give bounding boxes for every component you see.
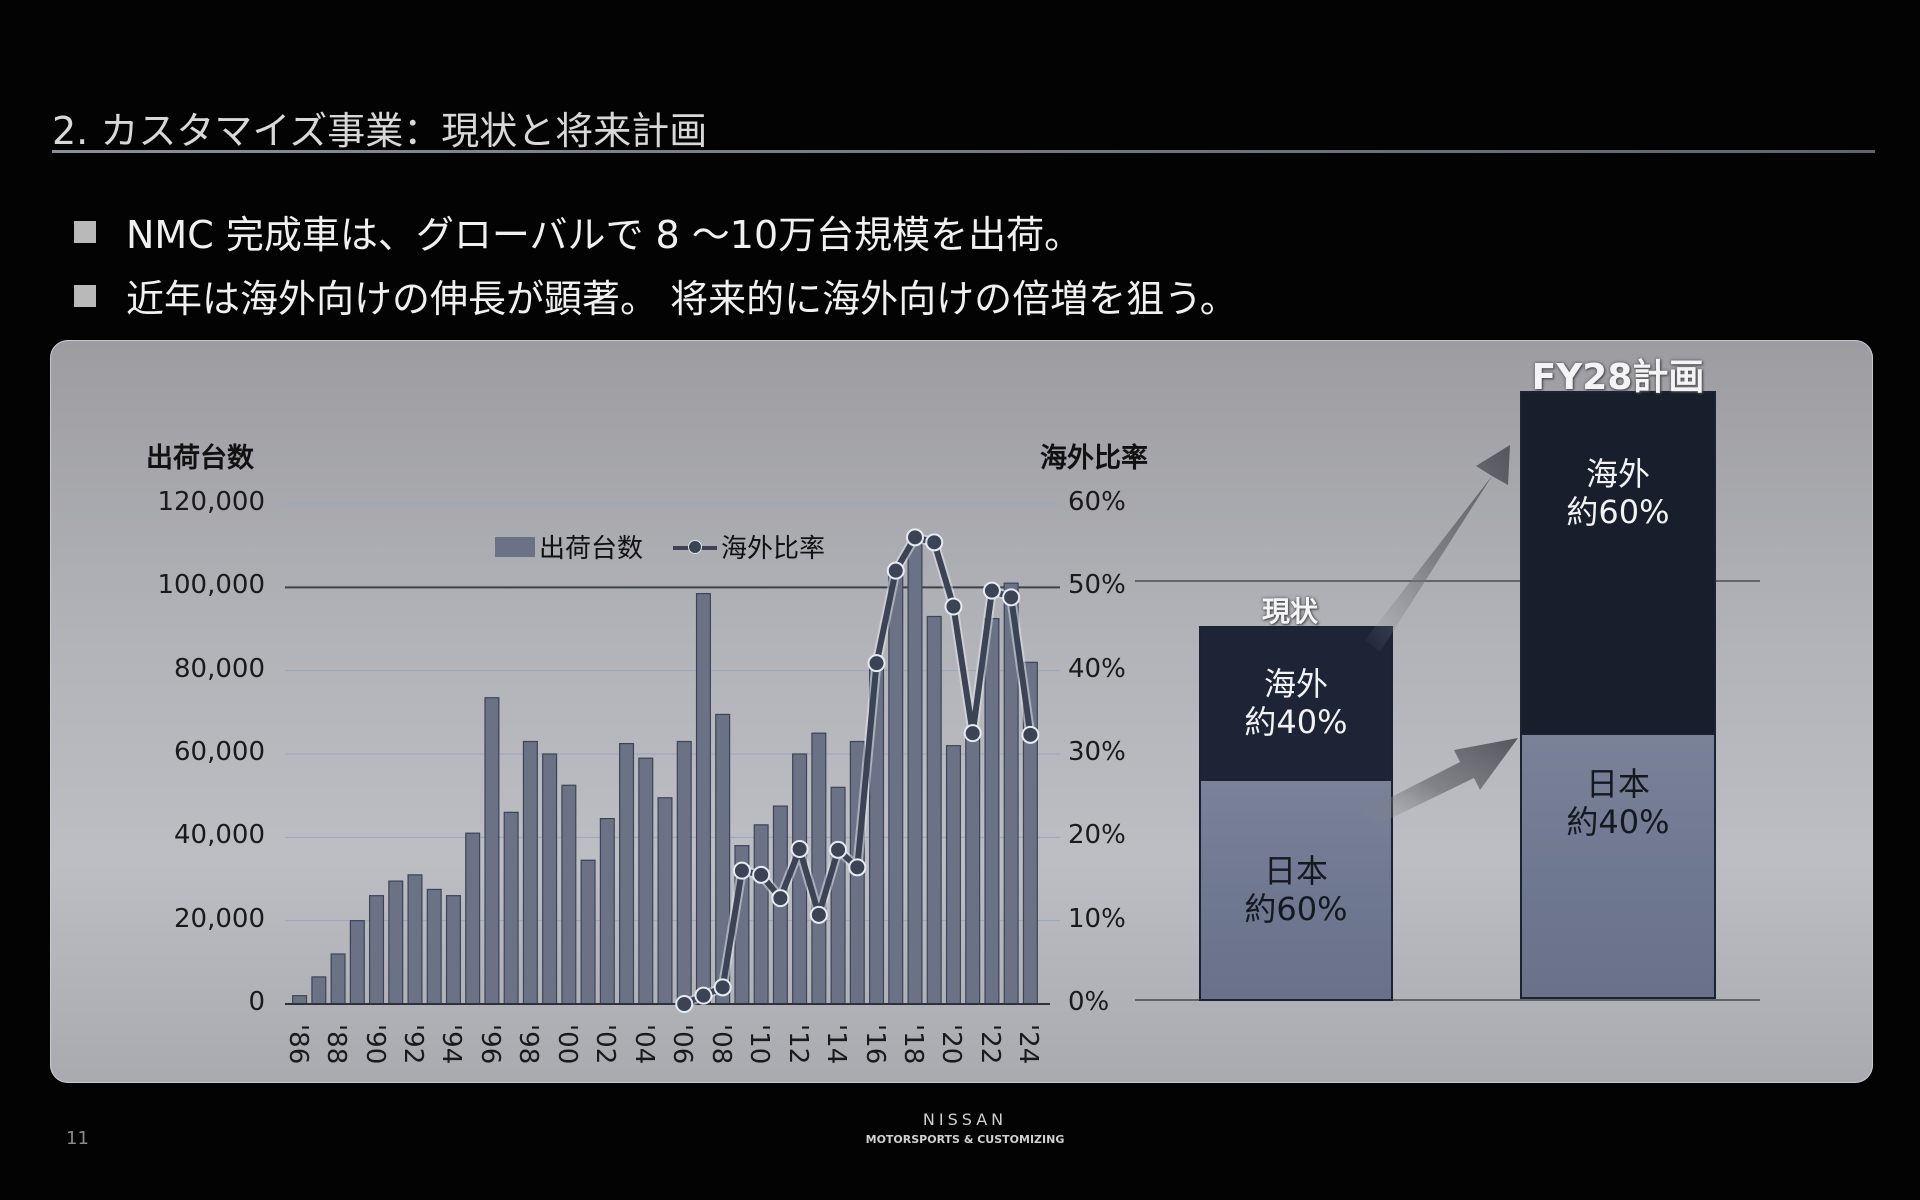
y-tick-label: 60,000	[174, 737, 265, 767]
bullet-2: 近年は海外向けの伸長が顕著。 将来的に海外向けの倍増を狙う。	[74, 268, 1238, 323]
legend-bar-label: 出荷台数	[539, 534, 644, 564]
plan-label: FY28計画	[1531, 357, 1705, 398]
current-japan-text: 日本 約60%	[1244, 852, 1348, 928]
current-label: 現状	[1262, 595, 1319, 628]
bullet-square-icon	[74, 284, 96, 307]
brand-name: NISSAN	[922, 1110, 1008, 1129]
line-marker-icon	[906, 528, 924, 547]
growth-arrow-upper-icon	[1365, 445, 1510, 652]
y-tick-label: 100,000	[157, 570, 265, 601]
current-overseas-block	[1199, 626, 1393, 781]
slide-title: 2. カスタマイズ事業：現状と将来計画	[52, 109, 708, 153]
line-marker-icon	[1021, 725, 1040, 744]
line-marker-icon	[963, 724, 982, 743]
growth-arrow-lower-icon	[1362, 738, 1518, 826]
line-marker-icon	[732, 861, 751, 880]
page-number: 11	[66, 1128, 89, 1149]
line-marker-icon	[867, 654, 886, 673]
y2-axis-title: 海外比率	[1040, 443, 1148, 474]
bullet-square-icon	[74, 220, 96, 243]
bullet-1-text: NMC 完成車は、グローバルで 8 ～10万台規模を出荷。	[126, 213, 1083, 257]
brand-sub: MOTORSPORTS & CUSTOMIZING	[865, 1133, 1065, 1146]
line-marker-icon	[886, 561, 905, 580]
y2-tick-label: 50%	[1068, 570, 1126, 601]
line-marker-icon	[675, 995, 694, 1013]
legend-line-marker-icon	[673, 537, 718, 557]
y2-tick-label: 0%	[1068, 987, 1110, 1017]
y-axis-title: 出荷台数	[146, 443, 254, 474]
line-marker-icon	[752, 865, 771, 884]
line-marker-icon	[694, 986, 713, 1005]
current-japan-block	[1199, 779, 1393, 1001]
plan-overseas-text: 海外 約60%	[1566, 455, 1670, 531]
y-tick-label: 120,000	[157, 487, 265, 517]
plan-japan-text: 日本 約40%	[1566, 765, 1670, 841]
line-marker-icon	[771, 889, 790, 908]
y-tick-label: 80,000	[174, 653, 265, 684]
line-marker-icon	[790, 840, 809, 858]
plan-japan-block	[1520, 733, 1716, 999]
line-marker-icon	[713, 978, 732, 997]
line-marker-icon	[982, 581, 1001, 600]
y2-tick-label: 30%	[1068, 737, 1126, 767]
chart-legend: 出荷台数 海外比率	[495, 528, 825, 565]
line-marker-icon	[944, 597, 963, 616]
y-tick-label: 40,000	[174, 820, 265, 851]
line-marker-icon	[809, 905, 828, 924]
line-marker-icon	[925, 533, 944, 552]
bullet-1: NMC 完成車は、グローバルで 8 ～10万台規模を出荷。	[74, 204, 1082, 259]
legend-bar-swatch-icon	[495, 536, 535, 557]
title-divider	[52, 150, 1875, 153]
line-marker-icon	[829, 840, 848, 859]
line-marker-icon	[848, 858, 867, 877]
bullet-2-text: 近年は海外向けの伸長が顕著。 将来的に海外向けの倍増を狙う。	[126, 277, 1238, 321]
y2-tick-label: 60%	[1068, 487, 1126, 517]
y-tick-label: 20,000	[174, 903, 265, 934]
plan-overseas-block	[1520, 391, 1716, 735]
y-tick-label: 0	[248, 987, 265, 1017]
y2-tick-label: 40%	[1068, 653, 1126, 684]
line-marker-icon	[1002, 588, 1021, 607]
y2-tick-label: 10%	[1068, 903, 1126, 934]
brand-logo: NISSAN MOTORSPORTS & CUSTOMIZING	[860, 1110, 1070, 1146]
current-overseas-text: 海外 約40%	[1244, 665, 1348, 741]
y2-tick-label: 20%	[1068, 820, 1126, 851]
legend-line-label: 海外比率	[721, 534, 826, 564]
